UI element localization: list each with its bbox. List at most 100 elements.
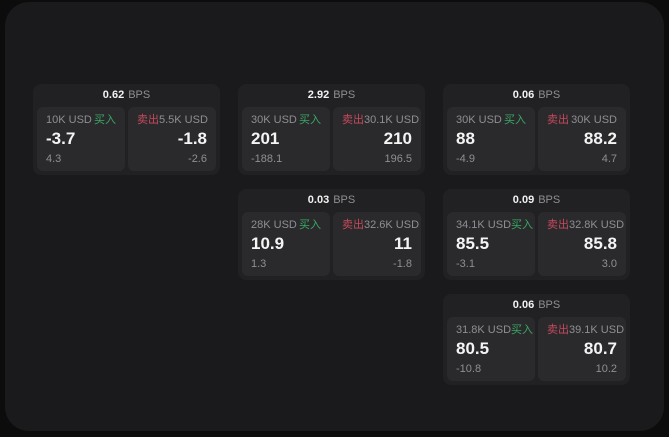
buy-tile-top: 31.8K USD 买入 [456, 323, 533, 337]
bps-unit-label: BPS [128, 89, 151, 101]
sell-delta: 3.0 [601, 258, 617, 270]
bps-value: 0.03 [307, 194, 330, 206]
sell-tile[interactable]: 卖出 32.6K USD 11 -1.8 [333, 212, 421, 276]
bps-header: 2.92 BPS [238, 84, 425, 107]
buy-tile[interactable]: 30K USD 买入 201 -188.1 [242, 107, 330, 171]
buy-side-label: 买入 [511, 219, 534, 231]
bps-unit-label: BPS [333, 194, 356, 206]
bps-value: 2.92 [307, 89, 330, 101]
bps-unit-label: BPS [538, 194, 561, 206]
sell-side-label: 卖出 [342, 114, 364, 126]
sell-price: -1.8 [177, 129, 207, 148]
sell-delta: 10.2 [595, 363, 617, 375]
buy-tile-top: 28K USD 买入 [251, 218, 321, 232]
sell-amount: 30K USD [571, 114, 617, 126]
bps-value: 0.06 [512, 299, 535, 311]
buy-amount: 34.1K USD [456, 219, 512, 231]
buy-amount: 30K USD [456, 114, 502, 126]
buy-tile[interactable]: 31.8K USD 买入 80.5 -10.8 [447, 317, 535, 381]
buy-tile[interactable]: 10K USD 买入 -3.7 4.3 [37, 107, 125, 171]
bps-unit-label: BPS [538, 299, 561, 311]
sell-tile[interactable]: 卖出 39.1K USD 80.7 10.2 [538, 317, 626, 381]
sell-tile-top: 卖出 32.8K USD [547, 218, 624, 232]
quote-card: 0.03 BPS 28K USD 买入 10.9 1.3 卖出 32.6K US… [238, 189, 425, 280]
bps-header: 0.09 BPS [443, 189, 630, 212]
buy-price: 201 [251, 129, 280, 148]
buy-price: 88 [456, 129, 475, 148]
bps-value: 0.62 [102, 89, 125, 101]
buy-price: -3.7 [46, 129, 76, 148]
bps-header: 0.06 BPS [443, 294, 630, 317]
sell-side-label: 卖出 [137, 114, 159, 126]
sell-amount: 30.1K USD [364, 114, 420, 126]
quote-card: 0.06 BPS 30K USD 买入 88 -4.9 卖出 30K USD 8… [443, 84, 630, 175]
buy-delta: 4.3 [46, 153, 62, 165]
sell-tile[interactable]: 卖出 30.1K USD 210 196.5 [333, 107, 421, 171]
quotes-grid: 0.62 BPS 10K USD 买入 -3.7 4.3 卖出 5.5K USD… [33, 84, 630, 385]
sell-tile-top: 卖出 32.6K USD [342, 218, 419, 232]
sell-tile[interactable]: 卖出 30K USD 88.2 4.7 [538, 107, 626, 171]
sell-delta: 4.7 [601, 153, 617, 165]
sell-tile-top: 卖出 5.5K USD [137, 113, 208, 127]
buy-tile[interactable]: 28K USD 买入 10.9 1.3 [242, 212, 330, 276]
buy-delta: -10.8 [456, 363, 482, 375]
buy-price: 80.5 [456, 339, 490, 358]
quote-card: 0.62 BPS 10K USD 买入 -3.7 4.3 卖出 5.5K USD… [33, 84, 220, 175]
buy-side-label: 买入 [504, 114, 526, 126]
sell-side-label: 卖出 [342, 219, 364, 231]
sell-side-label: 卖出 [547, 219, 569, 231]
sell-delta: -2.6 [188, 153, 207, 165]
buy-tile[interactable]: 34.1K USD 买入 85.5 -3.1 [447, 212, 535, 276]
sell-price: 210 [383, 129, 412, 148]
buy-side-label: 买入 [299, 219, 321, 231]
bps-unit-label: BPS [538, 89, 561, 101]
buy-tile-top: 34.1K USD 买入 [456, 218, 533, 232]
quote-card: 0.09 BPS 34.1K USD 买入 85.5 -3.1 卖出 32.8K… [443, 189, 630, 280]
buy-delta: -188.1 [251, 153, 283, 165]
buy-delta: 1.3 [251, 258, 267, 270]
buy-amount: 30K USD [251, 114, 297, 126]
sell-delta: -1.8 [393, 258, 412, 270]
bps-value: 0.06 [512, 89, 535, 101]
sell-price: 11 [394, 234, 412, 253]
buy-side-label: 买入 [299, 114, 321, 126]
sell-price: 85.8 [583, 234, 617, 253]
sell-price: 80.7 [583, 339, 617, 358]
buy-tile-top: 30K USD 买入 [251, 113, 321, 127]
quote-card: 2.92 BPS 30K USD 买入 201 -188.1 卖出 30.1K … [238, 84, 425, 175]
sell-amount: 32.8K USD [569, 219, 625, 231]
buy-tile-top: 10K USD 买入 [46, 113, 116, 127]
sell-side-label: 卖出 [547, 324, 569, 336]
quote-card-body: 28K USD 买入 10.9 1.3 卖出 32.6K USD 11 -1.8 [238, 212, 425, 280]
sell-tile[interactable]: 卖出 32.8K USD 85.8 3.0 [538, 212, 626, 276]
sell-tile[interactable]: 卖出 5.5K USD -1.8 -2.6 [128, 107, 216, 171]
quote-card-body: 31.8K USD 买入 80.5 -10.8 卖出 39.1K USD 80.… [443, 317, 630, 385]
bps-header: 0.06 BPS [443, 84, 630, 107]
sell-amount: 32.6K USD [364, 219, 420, 231]
quote-card-body: 10K USD 买入 -3.7 4.3 卖出 5.5K USD -1.8 -2.… [33, 107, 220, 175]
sell-price: 88.2 [583, 129, 617, 148]
sell-delta: 196.5 [384, 153, 412, 165]
quote-card: 0.06 BPS 31.8K USD 买入 80.5 -10.8 卖出 39.1… [443, 294, 630, 385]
buy-amount: 31.8K USD [456, 324, 512, 336]
bps-header: 0.03 BPS [238, 189, 425, 212]
buy-delta: -4.9 [456, 153, 475, 165]
sell-tile-top: 卖出 30K USD [547, 113, 617, 127]
quote-card-body: 30K USD 买入 88 -4.9 卖出 30K USD 88.2 4.7 [443, 107, 630, 175]
bps-unit-label: BPS [333, 89, 356, 101]
sell-amount: 39.1K USD [569, 324, 625, 336]
buy-price: 85.5 [456, 234, 490, 253]
buy-tile[interactable]: 30K USD 买入 88 -4.9 [447, 107, 535, 171]
buy-amount: 28K USD [251, 219, 297, 231]
sell-amount: 5.5K USD [159, 114, 208, 126]
quote-card-body: 34.1K USD 买入 85.5 -3.1 卖出 32.8K USD 85.8… [443, 212, 630, 280]
buy-amount: 10K USD [46, 114, 92, 126]
bps-value: 0.09 [512, 194, 535, 206]
bps-header: 0.62 BPS [33, 84, 220, 107]
buy-delta: -3.1 [456, 258, 475, 270]
app-panel: 0.62 BPS 10K USD 买入 -3.7 4.3 卖出 5.5K USD… [5, 2, 664, 431]
buy-price: 10.9 [251, 234, 285, 253]
quote-card-body: 30K USD 买入 201 -188.1 卖出 30.1K USD 210 1… [238, 107, 425, 175]
sell-tile-top: 卖出 39.1K USD [547, 323, 624, 337]
